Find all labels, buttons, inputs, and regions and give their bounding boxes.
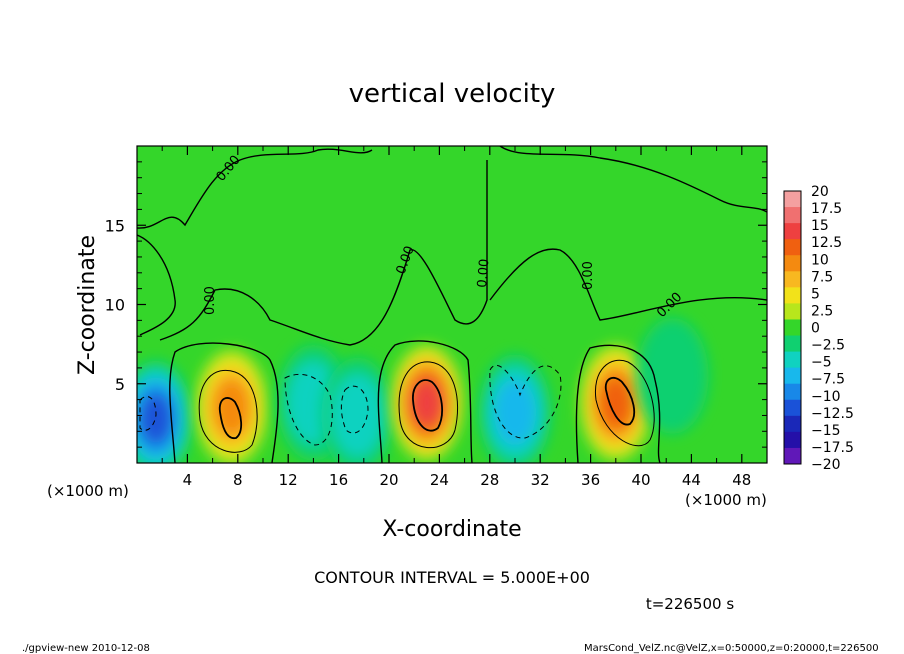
colorbar-label: −12.5 — [811, 406, 854, 422]
contour-pos-10-c — [604, 376, 636, 426]
x-tick-label: 24 — [430, 471, 449, 489]
colorbar-swatch — [784, 207, 801, 224]
contour-pos-10-b — [412, 379, 443, 432]
x-tick-label: 12 — [279, 471, 298, 489]
y-axis: 5 10 15 — [105, 161, 767, 448]
colorbar-swatch — [784, 399, 801, 417]
contour-zero-base-1 — [169, 342, 279, 463]
contour-lines — [137, 146, 767, 463]
contour-label: 0.00 — [581, 261, 596, 290]
x-axis-label: X-coordinate — [382, 517, 521, 542]
contour-pos-10-a — [218, 397, 243, 439]
colorbar-swatch — [784, 431, 801, 449]
y-tick-label: 15 — [105, 216, 125, 235]
contour-zero-base-2 — [377, 340, 473, 463]
contour-zero-upper — [137, 146, 767, 229]
field-cell — [636, 317, 709, 434]
x-tick-label: 16 — [329, 471, 348, 489]
x-tick-label: 8 — [233, 471, 243, 489]
colorbar-label: 0 — [811, 321, 820, 337]
time-label: t=226500 s — [646, 595, 734, 613]
contour-label: 0.00 — [475, 258, 492, 288]
colorbar-swatch — [784, 383, 801, 401]
colorbar-swatch — [784, 287, 801, 304]
x-axis: 4 8 12 16 20 24 28 32 36 40 44 48 — [161, 146, 751, 489]
colorbar-swatch — [784, 415, 801, 433]
colorbar-label: −7.5 — [811, 372, 845, 388]
colorbar-swatch — [784, 335, 801, 353]
contour-zero-right — [489, 248, 767, 321]
field-cell — [137, 360, 192, 463]
colorbar-label: −20 — [811, 457, 841, 473]
colorbar-swatch — [784, 271, 801, 288]
colorbar-label: −2.5 — [811, 338, 845, 354]
colorbar-label: 10 — [811, 252, 829, 268]
x-tick-label: 36 — [581, 471, 600, 489]
contour-neg-5-a — [284, 373, 333, 446]
x-axis-unit: (×1000 m) — [47, 482, 129, 500]
colorbar-label: −17.5 — [811, 440, 854, 456]
x-tick-label: 4 — [183, 471, 193, 489]
colorbar-label: 20 — [811, 184, 829, 200]
colorbar-frame — [783, 190, 802, 465]
plot-area: 0.00 0.00 0.00 0.00 0.00 0.00 — [136, 145, 768, 464]
colorbar-label: 2.5 — [811, 303, 833, 319]
contour-zero-base-3 — [575, 344, 661, 463]
colorbar-label: −10 — [811, 389, 841, 405]
footer-right: MarsCond_VelZ.nc@VelZ,x=0:50000,z=0:2000… — [584, 643, 879, 654]
contour-interval: CONTOUR INTERVAL = 5.000E+00 — [314, 568, 590, 587]
contour-neg-5-c — [340, 385, 369, 434]
contour-pos-5-a — [198, 369, 258, 453]
contour-label: 0.00 — [203, 286, 218, 315]
x-tick-label: 44 — [682, 471, 701, 489]
x-tick-label: 32 — [531, 471, 550, 489]
contour-pos-5-c — [594, 359, 655, 447]
x-axis-unit-lower: (×1000 m) — [685, 491, 767, 509]
colorbar-label: 5 — [811, 286, 820, 302]
contour-neg-10-a — [139, 396, 157, 431]
colorbar-label: −15 — [811, 423, 841, 439]
y-tick-label: 10 — [105, 296, 125, 315]
colorbar-label: 7.5 — [811, 269, 833, 285]
colorbar-swatch — [784, 367, 801, 385]
x-tick-label: 28 — [480, 471, 499, 489]
contour-neg-5-b — [489, 364, 562, 439]
field-cell — [479, 354, 551, 463]
colorbar-swatch — [784, 447, 801, 465]
contour-pos-5-b — [398, 361, 458, 449]
colorbar-label: 15 — [811, 218, 829, 234]
x-tick-label: 40 — [631, 471, 650, 489]
footer-left: ./gpview-new 2010-12-08 — [22, 643, 150, 654]
x-tick-label: 20 — [379, 471, 398, 489]
y-axis-label: Z-coordinate — [75, 235, 100, 375]
colorbar-swatch — [784, 191, 801, 208]
colorbar-swatch — [784, 255, 801, 272]
colorbar-swatch — [784, 223, 801, 240]
colorbar-swatch — [784, 351, 801, 369]
contour-zero-left — [137, 234, 176, 336]
chart-title: vertical velocity — [349, 79, 556, 109]
x-tick-label: 48 — [732, 471, 751, 489]
colorbar-label: −5 — [811, 355, 832, 371]
colorbar-label: 17.5 — [811, 201, 842, 217]
colorbar-swatch — [784, 319, 801, 337]
field-cell — [195, 349, 268, 463]
contour-zero-mid — [159, 160, 488, 346]
colorbar-swatch — [784, 303, 801, 320]
field-cell — [321, 357, 394, 463]
colorbar-label: 12.5 — [811, 235, 842, 251]
y-tick-label: 5 — [115, 375, 125, 394]
colorbar-swatch — [784, 239, 801, 256]
